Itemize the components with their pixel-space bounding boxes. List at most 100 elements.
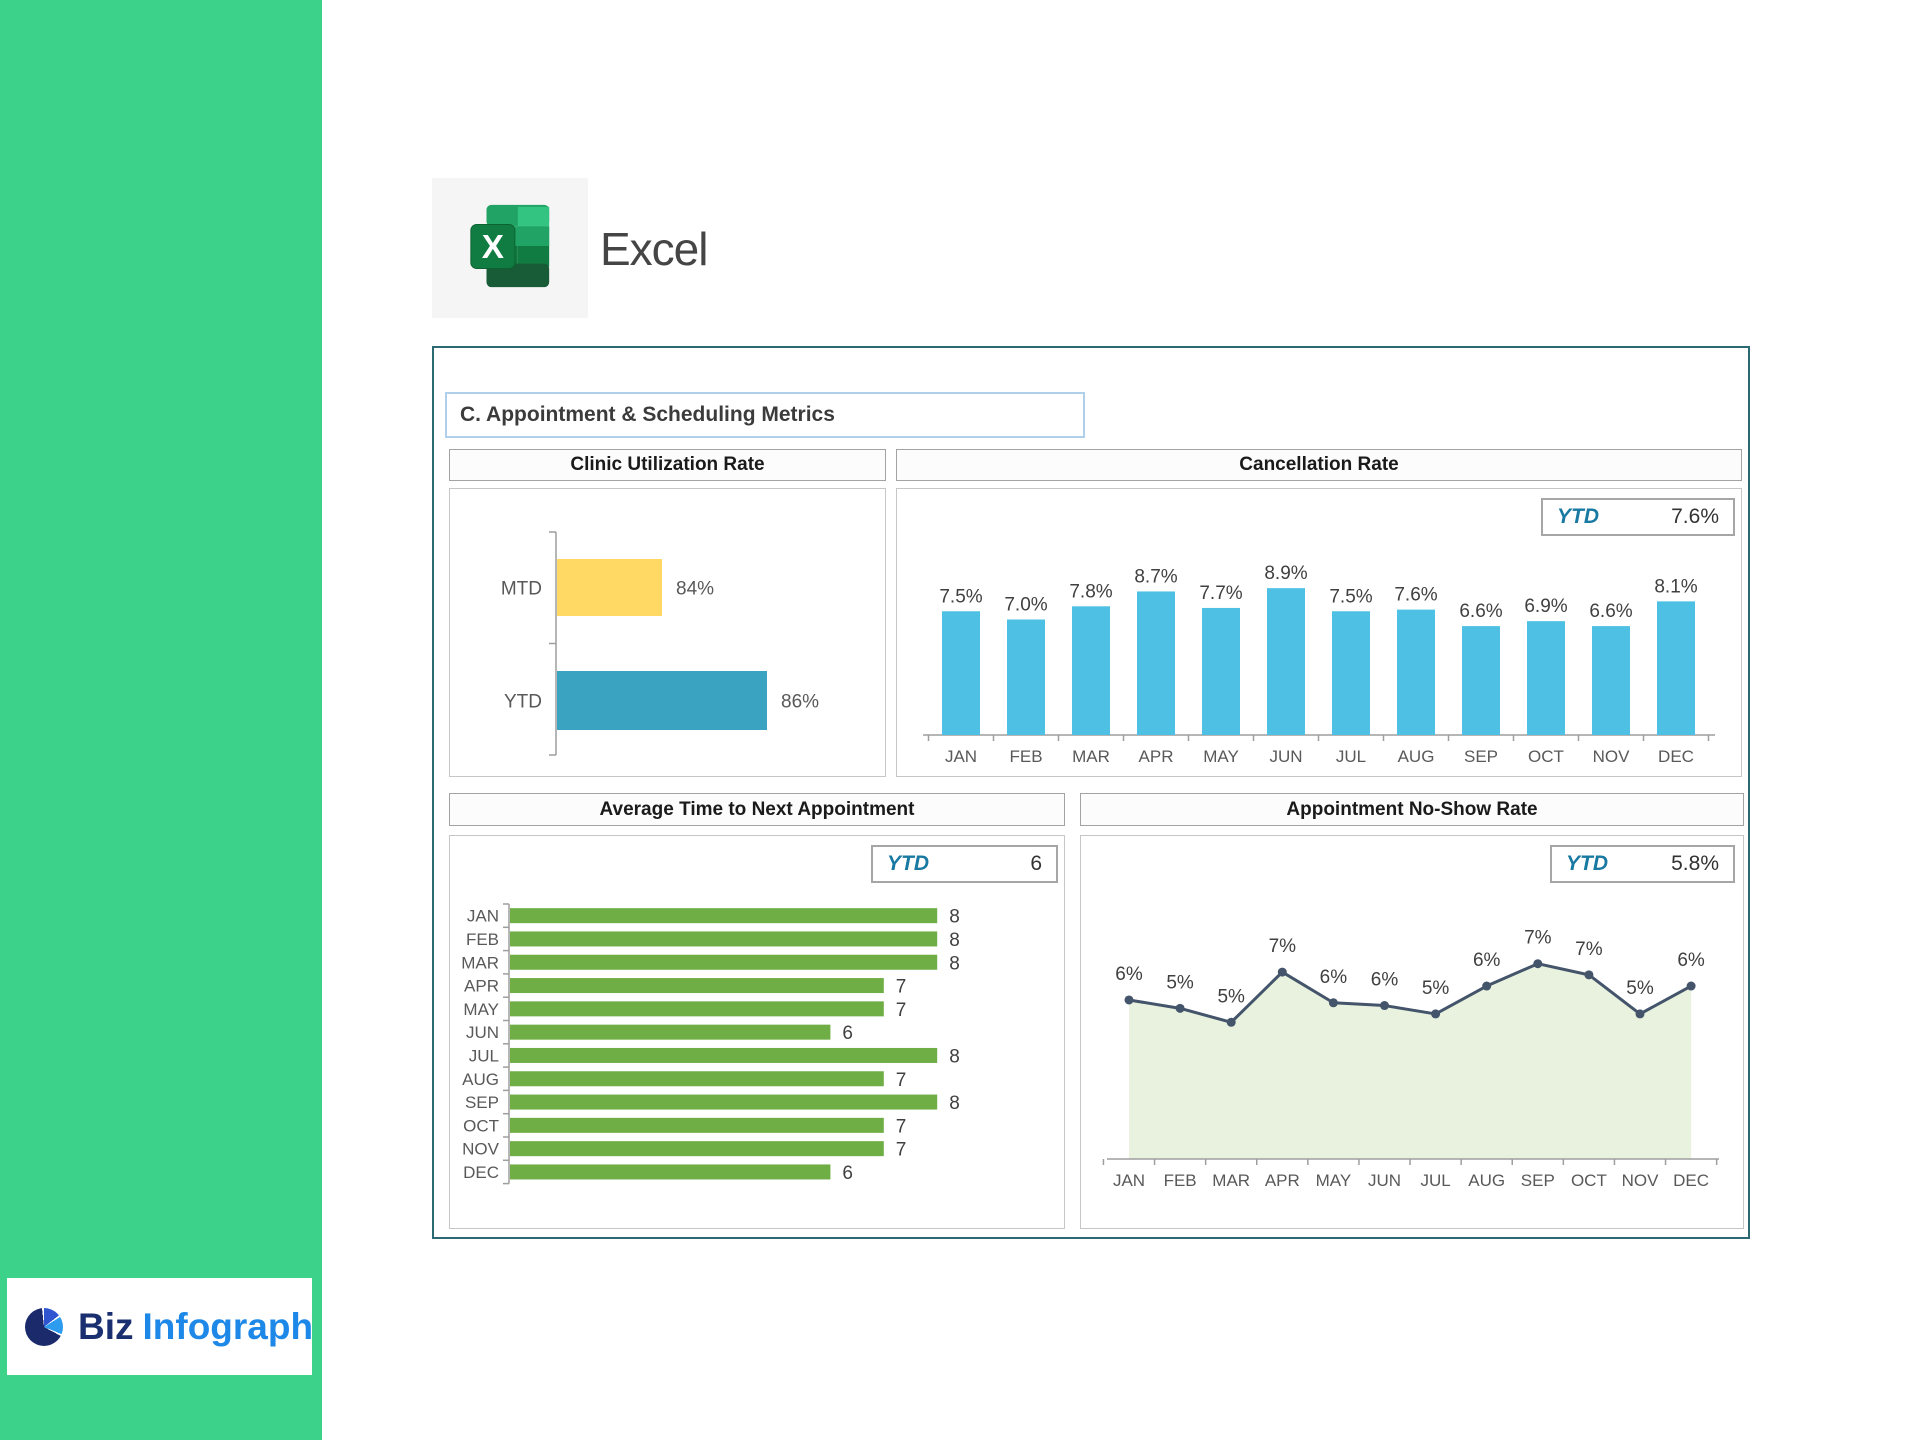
data-label: 6% (1677, 950, 1705, 971)
h-bar (557, 559, 662, 616)
h-bar (510, 1141, 884, 1157)
month-label: JUN (1368, 1171, 1401, 1190)
data-marker (1226, 1017, 1236, 1027)
category-label: YTD (504, 692, 542, 713)
h-bar (510, 1094, 938, 1110)
data-label: 5% (1626, 978, 1654, 999)
no-show-title: Appointment No-Show Rate (1080, 793, 1744, 826)
data-label: 5% (1422, 978, 1450, 999)
cancellation-rate-chart[interactable]: 7.5% JAN 7.0% FEB 7.8% MAR 8.7% APR 7.7% MAY 8.9% J… (896, 488, 1742, 777)
excel-app-name: Excel (600, 223, 708, 275)
data-label: 7 (896, 1070, 907, 1091)
ytd-value: 7.6% (1671, 505, 1719, 528)
ytd-value: 6 (1030, 852, 1042, 875)
column-bar (942, 611, 980, 735)
category-label: MTD (501, 579, 542, 600)
month-label: MAR (461, 953, 499, 972)
no-show-ytd-box[interactable]: YTD 5.8% (1550, 845, 1735, 883)
data-label: 8 (949, 930, 960, 951)
data-marker (1635, 1009, 1645, 1019)
data-label: 86% (781, 692, 819, 713)
data-label: 7.5% (939, 586, 982, 607)
month-label: AUG (462, 1070, 499, 1089)
data-label: 7.8% (1069, 581, 1112, 602)
clinic-utilization-chart[interactable]: MTD 84% YTD 86% (449, 488, 886, 777)
data-label: 7% (1524, 928, 1552, 949)
data-label: 7 (896, 1116, 907, 1137)
biz-infograph-logo: Biz Infograph (7, 1278, 313, 1375)
data-label: 6.6% (1589, 601, 1632, 622)
month-label: MAY (1316, 1171, 1352, 1190)
month-label: FEB (466, 930, 499, 949)
ytd-value: 5.8% (1671, 852, 1719, 875)
data-label: 8.7% (1134, 566, 1177, 587)
data-label: 7 (896, 1140, 907, 1161)
sidebar-green-rail (0, 0, 322, 1440)
data-marker (1380, 1001, 1389, 1011)
column-bar (1657, 601, 1695, 735)
month-label: APR (1139, 747, 1174, 766)
data-label: 84% (676, 579, 714, 600)
cancellation-rate-title: Cancellation Rate (896, 449, 1742, 481)
month-label: JAN (945, 747, 977, 766)
section-title-box[interactable]: C. Appointment & Scheduling Metrics (445, 392, 1085, 438)
data-marker (1482, 981, 1492, 991)
data-label: 6.6% (1459, 601, 1502, 622)
month-label: AUG (1468, 1171, 1505, 1190)
trend-line (1128, 962, 1692, 1024)
month-label: FEB (1164, 1171, 1197, 1190)
month-label: OCT (1571, 1171, 1607, 1190)
month-label: JUL (469, 1046, 499, 1065)
data-label: 7 (896, 977, 907, 998)
month-label: DEC (1673, 1171, 1709, 1190)
month-label: DEC (1658, 747, 1694, 766)
data-label: 8.9% (1264, 563, 1307, 584)
ytd-label: YTD (1557, 505, 1599, 528)
column-bar (1007, 619, 1045, 735)
data-label: 8 (949, 953, 960, 974)
data-marker (1431, 1009, 1441, 1019)
ytd-label: YTD (1566, 852, 1608, 875)
no-show-chart[interactable]: 6% JAN 5% FEB 5% MAR 7% APR 6% MAY 6% JUN 5% JUL 6% AUG… (1080, 835, 1744, 1229)
area-fill (1129, 963, 1692, 1159)
month-label: JUN (466, 1023, 499, 1042)
excel-icon: X (460, 199, 560, 298)
data-label: 6 (842, 1023, 853, 1044)
avg-time-ytd-box[interactable]: YTD 6 (871, 845, 1058, 883)
column-bar (1072, 606, 1110, 735)
data-marker (1277, 967, 1287, 977)
data-label: 6% (1473, 950, 1501, 971)
month-label: AUG (1398, 747, 1435, 766)
data-label: 8 (949, 907, 960, 928)
h-bar (510, 908, 938, 924)
month-label: MAY (1203, 747, 1239, 766)
month-label: NOV (1593, 747, 1631, 766)
ytd-label: YTD (887, 852, 929, 875)
data-label: 7.0% (1004, 595, 1047, 616)
h-bar (510, 1117, 884, 1133)
data-label: 8.1% (1654, 576, 1697, 597)
month-label: JAN (467, 907, 499, 926)
column-bar (1397, 609, 1435, 735)
data-label: 7% (1269, 936, 1297, 957)
month-label: MAY (463, 1000, 499, 1019)
column-bar (1527, 621, 1565, 735)
svg-text:X: X (482, 228, 504, 265)
data-label: 7% (1575, 939, 1603, 960)
data-label: 6.9% (1524, 596, 1567, 617)
month-label: FEB (1009, 747, 1042, 766)
data-label: 7.7% (1199, 583, 1242, 604)
data-label: 5% (1166, 972, 1194, 993)
data-label: 6% (1371, 970, 1399, 991)
dashboard-frame: C. Appointment & Scheduling Metrics Clin… (432, 346, 1750, 1239)
logo-text-biz: Biz (78, 1305, 134, 1347)
avg-time-chart[interactable]: JAN 8 FEB 8 MAR 8 APR 7 MAY 7 JUN 6 JUL 8 AUG 7 SEP 8 OCT 7… (449, 835, 1065, 1229)
month-label: SEP (1464, 747, 1498, 766)
cancellation-ytd-box[interactable]: YTD 7.6% (1541, 498, 1735, 536)
data-marker (1533, 959, 1543, 969)
h-bar (510, 954, 938, 970)
data-label: 6% (1320, 967, 1348, 988)
data-label: 8 (949, 1046, 960, 1067)
month-label: SEP (1521, 1171, 1555, 1190)
h-bar (510, 1164, 831, 1180)
